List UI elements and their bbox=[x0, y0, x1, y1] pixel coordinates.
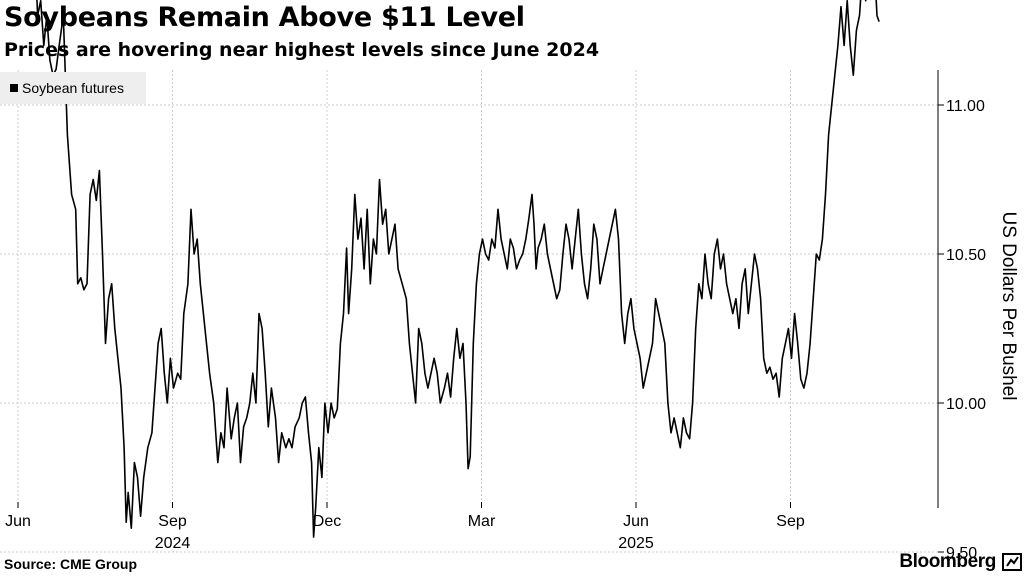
soybean-futures-line bbox=[36, 0, 880, 538]
horizontal-gridlines bbox=[0, 104, 938, 553]
y-axis-label: US Dollars Per Bushel bbox=[998, 211, 1019, 401]
legend: Soybean futures bbox=[0, 72, 146, 104]
x-tick-label: Mar bbox=[468, 513, 496, 530]
bloomberg-icon bbox=[1002, 553, 1022, 571]
y-tick-label: 10.50 bbox=[946, 247, 986, 264]
legend-swatch-icon bbox=[10, 84, 18, 92]
vertical-gridlines bbox=[17, 70, 791, 508]
x-tick-label: Sep bbox=[158, 513, 187, 530]
x-tick-label: Jun bbox=[623, 513, 649, 530]
chart-subtitle: Prices are hovering near highest levels … bbox=[4, 39, 600, 61]
x-tick-year-label: 2025 bbox=[618, 535, 654, 552]
x-axis-ticks: Jun Sep 2024 Dec Mar Jun 2025 Sep bbox=[5, 502, 805, 552]
legend-label: Soybean futures bbox=[22, 80, 124, 96]
y-tick-label: 11.00 bbox=[946, 98, 985, 115]
x-tick-label: Sep bbox=[776, 513, 805, 530]
y-tick-label: 9.50 bbox=[946, 545, 977, 562]
source-note: Source: CME Group bbox=[4, 556, 138, 572]
x-tick-label: Dec bbox=[313, 513, 341, 530]
brand-logo: Bloomberg bbox=[899, 551, 996, 572]
chart-title: Soybeans Remain Above $11 Level bbox=[4, 2, 525, 33]
y-tick-label: 10.00 bbox=[946, 396, 986, 413]
x-tick-year-label: 2024 bbox=[155, 535, 191, 552]
x-tick-label: Jun bbox=[5, 513, 31, 530]
